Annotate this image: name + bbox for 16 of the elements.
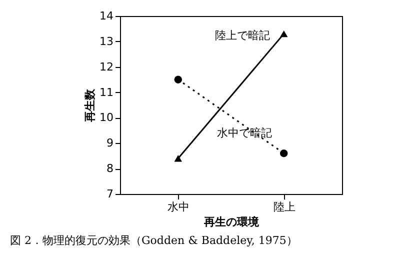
point [174, 76, 182, 84]
y-tick-label: 11 [100, 86, 114, 99]
y-tick-label: 9 [106, 136, 114, 150]
series-label: 陸上で暗記 [214, 28, 270, 42]
y-tick-label: 12 [100, 60, 114, 74]
caption: 図 2．物理的復元の効果（Godden & Baddeley, 1975） [10, 234, 298, 247]
x-tick-label: 陸上 [273, 200, 296, 214]
point [280, 149, 288, 158]
y-tick-label: 13 [100, 34, 114, 48]
x-tick-label: 水中 [168, 200, 190, 214]
y-tick-label: 8 [106, 162, 114, 176]
y-tick-label: 10 [100, 111, 114, 124]
y-tick-label: 14 [100, 10, 114, 22]
y-axis-title: 再生数 [84, 88, 97, 123]
x-axis-title: 再生の環境 [203, 216, 260, 228]
y-tick-label: 7 [106, 188, 114, 200]
